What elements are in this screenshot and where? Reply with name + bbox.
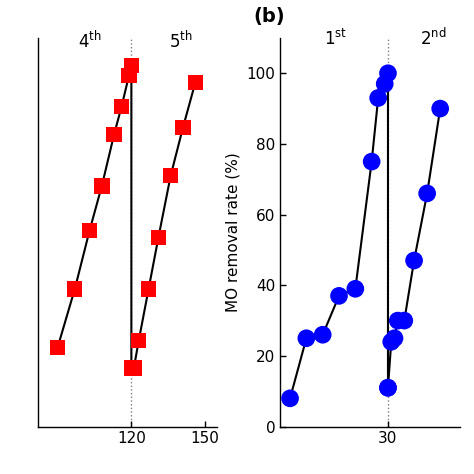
Point xyxy=(410,257,418,264)
Text: $1^{\mathrm{st}}$: $1^{\mathrm{st}}$ xyxy=(324,28,347,48)
Point xyxy=(374,94,382,102)
Point xyxy=(71,285,79,293)
Point xyxy=(145,285,152,293)
Point xyxy=(98,182,106,190)
Point xyxy=(179,124,187,131)
Point xyxy=(54,344,62,351)
Text: $2^{\mathrm{nd}}$: $2^{\mathrm{nd}}$ xyxy=(420,27,447,48)
Point xyxy=(384,384,392,392)
Point xyxy=(286,394,294,402)
Point xyxy=(381,80,389,88)
Point xyxy=(128,62,135,69)
Point xyxy=(384,70,392,77)
Y-axis label: MO removal rate (%): MO removal rate (%) xyxy=(226,152,241,312)
Point xyxy=(352,285,359,292)
Point xyxy=(135,337,143,345)
Point xyxy=(191,79,199,86)
Point xyxy=(130,365,137,372)
Point xyxy=(394,317,401,324)
Point xyxy=(319,331,327,338)
Point xyxy=(391,335,398,342)
Text: $4^{\mathrm{th}}$: $4^{\mathrm{th}}$ xyxy=(78,30,101,52)
Point xyxy=(155,234,162,241)
Point xyxy=(167,172,174,179)
Text: (b): (b) xyxy=(253,7,285,26)
Point xyxy=(387,338,395,346)
Point xyxy=(335,292,343,300)
Point xyxy=(368,158,375,165)
Point xyxy=(118,103,125,110)
Point xyxy=(437,105,444,112)
Point xyxy=(384,384,392,392)
Point xyxy=(401,317,408,324)
Point xyxy=(110,130,118,138)
Point xyxy=(125,72,133,80)
Point xyxy=(86,227,93,234)
Point xyxy=(302,335,310,342)
Text: $5^{\mathrm{th}}$: $5^{\mathrm{th}}$ xyxy=(169,30,192,52)
Point xyxy=(128,365,135,372)
Point xyxy=(423,190,431,197)
